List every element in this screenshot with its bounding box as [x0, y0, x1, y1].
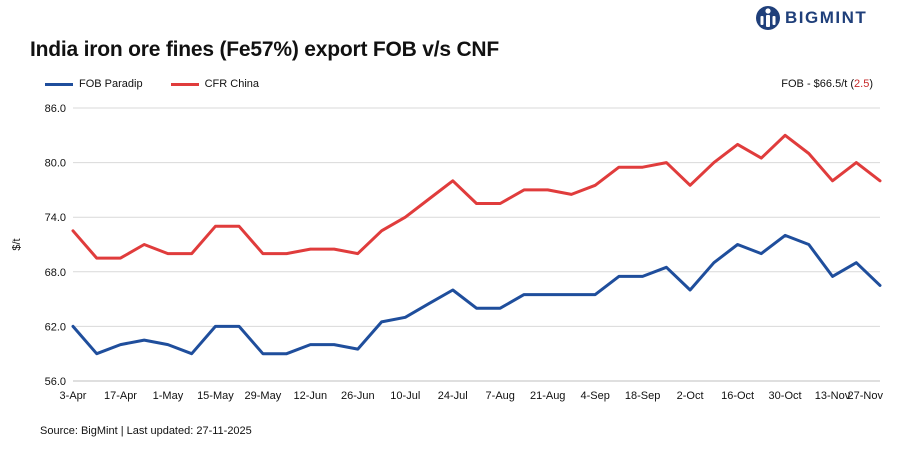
x-tick-label-13: 2-Oct [677, 390, 704, 402]
price-note: FOB - $66.5/t (2.5) [781, 78, 873, 90]
legend-swatch-fob [45, 82, 73, 86]
x-tick-label-8: 24-Jul [438, 390, 468, 402]
x-tick-label-9: 7-Aug [486, 390, 515, 402]
series-line-fob-paradip [71, 233, 882, 356]
x-tick-label-3: 15-May [197, 390, 234, 402]
y-tick-label-0: 56.0 [45, 376, 66, 388]
y-axis-label: $/t [11, 238, 23, 250]
x-tick-label-14: 16-Oct [721, 390, 754, 402]
x-tick-label-6: 26-Jun [341, 390, 375, 402]
price-note-text: FOB - $66.5/t ( [781, 78, 855, 90]
y-tick-label-5: 86.0 [45, 103, 66, 115]
x-tick-label-16: 13-Nov [815, 390, 851, 402]
y-tick-label-3: 74.0 [45, 212, 66, 224]
y-tick-label-1: 62.0 [45, 321, 66, 333]
legend-item-fob: FOB Paradip [45, 78, 143, 90]
brand-logo: BIGMINT [755, 5, 867, 31]
x-tick-label-0: 3-Apr [60, 390, 87, 402]
x-tick-label-17: 27-Nov [848, 390, 884, 402]
x-tick-label-15: 30-Oct [769, 390, 802, 402]
y-tick-label-2: 68.0 [45, 267, 66, 279]
price-note-suffix: ) [869, 78, 873, 90]
x-tick-label-11: 4-Sep [580, 390, 609, 402]
x-tick-label-2: 1-May [153, 390, 184, 402]
y-tick-label-4: 80.0 [45, 158, 66, 170]
x-tick-label-1: 17-Apr [104, 390, 137, 402]
x-tick-label-7: 10-Jul [390, 390, 420, 402]
chart-title: India iron ore fines (Fe57%) export FOB … [30, 38, 500, 61]
legend-item-cfr: CFR China [170, 78, 259, 90]
x-tick-label-10: 21-Aug [530, 390, 565, 402]
series-line-cfr-china [71, 133, 882, 260]
bigmint-logo-icon [756, 6, 780, 30]
legend-label-cfr: CFR China [204, 78, 259, 90]
chart-legend: FOB Paradip CFR China [45, 78, 259, 90]
brand-name: BIGMINT [785, 8, 868, 27]
legend-swatch-cfr [170, 82, 199, 86]
source-note: Source: BigMint | Last updated: 27-11-20… [40, 425, 252, 437]
x-tick-label-12: 18-Sep [625, 390, 660, 402]
legend-label-fob: FOB Paradip [79, 78, 143, 90]
x-tick-label-5: 12-Jun [294, 390, 328, 402]
x-tick-label-4: 29-May [245, 390, 282, 402]
price-change: 2.5 [854, 78, 870, 90]
